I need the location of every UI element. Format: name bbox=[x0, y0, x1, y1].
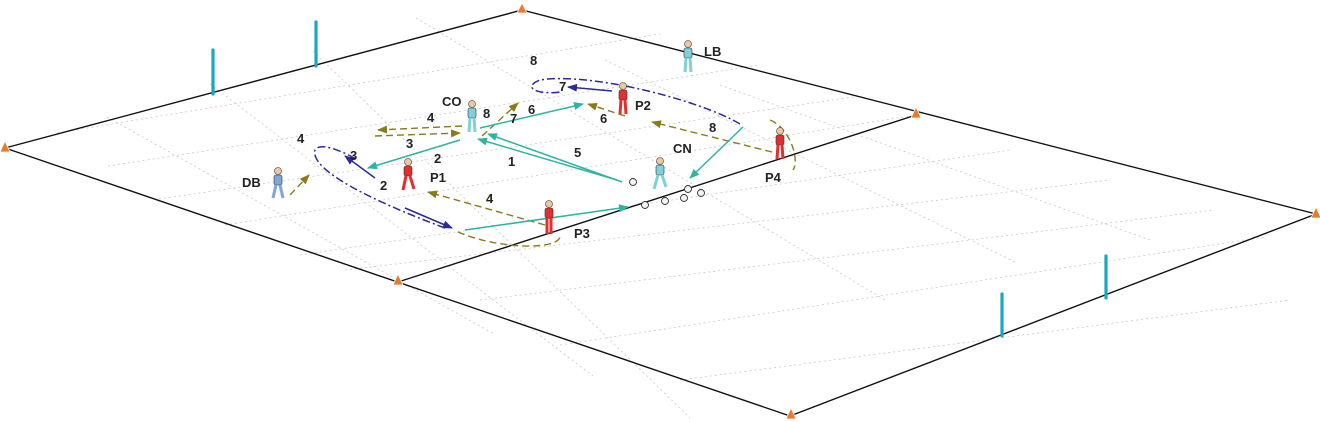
player-figure bbox=[271, 167, 285, 199]
player-label: P2 bbox=[635, 98, 651, 113]
sequence-number: 3 bbox=[350, 148, 357, 163]
cone-icon bbox=[392, 273, 404, 286]
dribble-loops bbox=[314, 77, 741, 229]
sequence-number: 4 bbox=[297, 131, 305, 146]
sequence-number: 8 bbox=[483, 106, 490, 121]
player-figure bbox=[618, 82, 628, 115]
sequence-number: 2 bbox=[380, 178, 387, 193]
ball-icon bbox=[684, 185, 692, 193]
passes bbox=[367, 102, 744, 231]
pitch-outline bbox=[2, 9, 1319, 417]
sequence-number: 4 bbox=[486, 191, 494, 206]
ball-icon bbox=[680, 194, 688, 202]
player-label: CN bbox=[673, 141, 692, 156]
ball-icon bbox=[661, 197, 669, 205]
player-figure bbox=[401, 158, 416, 191]
cone-icon bbox=[1310, 206, 1320, 219]
sequence-number: 6 bbox=[528, 102, 535, 117]
ball-icon bbox=[629, 178, 637, 186]
player-figure bbox=[683, 40, 693, 73]
cone-icon bbox=[785, 407, 797, 420]
cone-icon bbox=[516, 2, 528, 14]
ball-icon bbox=[641, 201, 649, 209]
player-figure bbox=[652, 157, 668, 190]
player-label: P1 bbox=[430, 170, 446, 185]
dribble-loop bbox=[314, 146, 446, 229]
player-figure bbox=[467, 100, 477, 133]
player-label: P4 bbox=[765, 170, 782, 185]
player-label: P3 bbox=[574, 226, 590, 241]
pitch-grid bbox=[56, 17, 1291, 419]
sequence-number: 1 bbox=[508, 154, 515, 169]
sequence-number: 8 bbox=[530, 53, 537, 68]
poles bbox=[211, 20, 1108, 338]
sequence-number: 2 bbox=[434, 151, 441, 166]
sequence-number: 3 bbox=[406, 136, 413, 151]
player-runs bbox=[289, 102, 796, 247]
sequence-number: 4 bbox=[427, 110, 435, 125]
balls bbox=[629, 178, 705, 209]
player-label: DB bbox=[242, 175, 261, 190]
cone-icon bbox=[910, 106, 922, 119]
sequence-number: 7 bbox=[510, 111, 517, 126]
sequence-numbers: 8 7 6 6 8 4 8 7 3 2 1 5 4 3 2 4 bbox=[297, 53, 716, 206]
sequence-number: 5 bbox=[574, 145, 581, 160]
players bbox=[271, 40, 785, 234]
ball-icon bbox=[697, 189, 705, 197]
dribble-loop bbox=[531, 77, 741, 125]
cone-icon bbox=[0, 140, 11, 153]
sequence-number: 7 bbox=[559, 79, 566, 94]
player-label: LB bbox=[704, 44, 721, 59]
player-label: CO bbox=[442, 94, 462, 109]
sequence-number: 6 bbox=[600, 111, 607, 126]
player-labels: LB CO P2 P4 CN DB P1 P3 bbox=[242, 44, 782, 241]
player-figure bbox=[775, 127, 785, 160]
sequence-number: 8 bbox=[709, 120, 716, 135]
player-figure bbox=[544, 200, 554, 234]
